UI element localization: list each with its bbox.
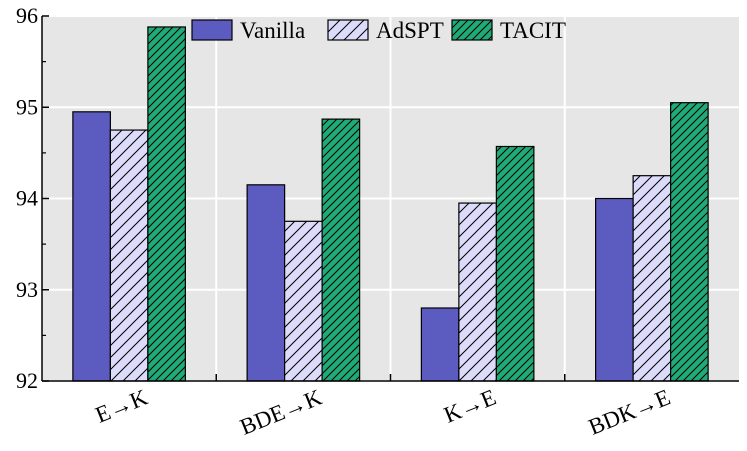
x-tick-label: E→K	[92, 384, 151, 427]
bar-tacit-1	[321, 118, 361, 382]
bar-adspt-0	[109, 129, 149, 382]
bar-vanilla-3	[595, 197, 634, 382]
bar-tacit-3	[670, 102, 709, 382]
x-tick-label: BDE→K	[236, 384, 325, 439]
x-tick-label: BDK→E	[585, 384, 674, 439]
legend-swatch-tacit	[451, 19, 493, 41]
legend-label-adspt: AdSPT	[376, 18, 444, 43]
legend-label-vanilla: Vanilla	[240, 18, 305, 43]
bar-vanilla-2	[420, 307, 460, 382]
bar-tacit-0	[147, 26, 186, 382]
bar-tacit-2	[495, 145, 535, 382]
legend-swatch-adspt	[327, 19, 369, 41]
bar-adspt-1	[284, 220, 323, 382]
bar-vanilla-0	[72, 111, 111, 382]
y-tick-label: 94	[16, 186, 38, 211]
y-tick-label: 93	[16, 277, 38, 302]
legend-swatch-vanilla	[191, 19, 233, 41]
legend: Vanilla AdSPT TACIT	[191, 18, 566, 43]
axes	[41, 15, 739, 382]
y-tick-label: 96	[16, 3, 38, 28]
bar-adspt-2	[458, 202, 497, 382]
y-tick-label: 95	[16, 94, 38, 119]
y-tick-label: 92	[16, 368, 38, 393]
bar-vanilla-1	[246, 184, 286, 382]
bars	[72, 26, 709, 382]
legend-label-tacit: TACIT	[500, 18, 566, 43]
bar-adspt-3	[632, 175, 672, 382]
x-tick-label: K→E	[440, 384, 499, 427]
